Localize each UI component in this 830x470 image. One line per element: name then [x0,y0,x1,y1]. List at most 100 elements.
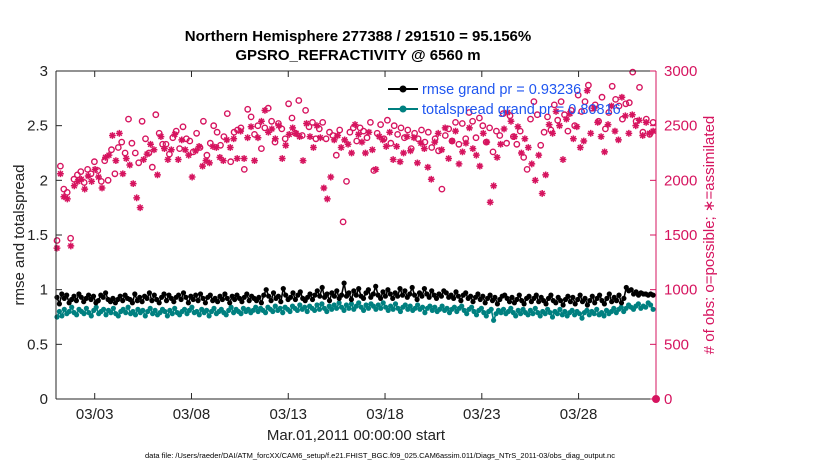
obs-possible-point [302,107,309,114]
obs-assimilated-point [431,138,439,146]
series-rmse-point [587,298,593,304]
obs-assimilated-point [178,136,186,144]
x-axis-label: Mar.01,2011 00:00:00 start [267,427,446,444]
series-totalspread-point [181,306,188,312]
obs-assimilated-point [271,135,279,143]
obs-assimilated-point [289,124,297,132]
obs-assimilated-point [212,144,220,151]
series-rmse-point [451,295,457,301]
obs-possible-point [152,111,160,119]
obs-possible-point [322,135,330,143]
series-rmse-point [387,291,393,297]
obs-assimilated-point [102,153,109,161]
series-rmse-point [222,291,228,297]
series-totalspread-point [390,306,396,312]
obs-assimilated-point [74,178,82,185]
obs-assimilated-point [63,195,71,203]
series-rmse-point [348,296,354,303]
y-left-tick-label: 0 [40,391,48,408]
series-rmse-point [614,298,620,304]
series-rmse-point [59,291,65,297]
obs-possible-point [530,98,538,106]
obs-assimilated-point [365,128,373,136]
obs-possible-point [114,144,122,151]
obs-assimilated-point [576,144,584,151]
obs-possible-point [608,82,616,90]
series-rmse-point [536,299,542,305]
obs-assimilated-point [635,116,643,124]
series-rmse-point [117,293,123,299]
obs-possible-point [394,130,401,138]
series-totalspread-point [525,312,531,318]
series-rmse-point [592,300,598,306]
obs-assimilated-point [348,149,355,157]
series-totalspread-point [601,313,607,319]
y-axis-left-label: rmse and totalspread [11,165,28,306]
series-rmse-point [378,295,384,301]
obs-assimilated-point [427,175,435,183]
obs-assimilated-point [386,128,394,136]
series-rmse-point [258,300,264,306]
series-rmse-point [263,287,269,293]
series-rmse-point [224,295,230,301]
series-rmse-point [570,294,576,300]
series-totalspread-point [537,313,543,319]
obs-possible-point [366,119,374,126]
series-rmse-point [180,290,187,296]
obs-assimilated-point [535,151,543,159]
obs-possible-point [387,139,395,147]
obs-possible-point [70,175,78,183]
series-rmse-point [572,301,578,307]
series-rmse-point [146,290,152,296]
series-rmse-point [521,301,527,307]
obs-assimilated-point [334,132,342,139]
series-rmse-point [103,290,109,296]
obs-assimilated-point [199,162,206,170]
obs-possible-point [203,151,211,159]
series-rmse-point [380,289,386,295]
obs-assimilated-point [247,123,255,131]
obs-possible-point [479,122,487,130]
series-rmse-point [577,292,583,298]
series-rmse-point [487,292,493,298]
obs-assimilated-point [407,147,414,155]
series-totalspread-point [204,307,210,313]
obs-possible-point [251,130,258,138]
obs-assimilated-point [552,108,560,115]
obs-assimilated-point [379,136,387,144]
obs-assimilated-point [462,139,470,147]
series-totalspread-point [164,313,170,319]
series-totalspread-point [397,308,403,315]
obs-assimilated-point [590,104,598,112]
series-rmse-point [412,292,418,298]
footer-data-file: data file: /Users/raeder/DAI/ATM_forcXX/… [145,451,615,460]
obs-assimilated-point [233,155,241,162]
obs-assimilated-point [275,122,283,130]
series-rmse-point [365,287,371,293]
series-totalspread-point [407,303,413,309]
obs-possible-point [489,148,497,156]
obs-assimilated-point [559,156,567,163]
obs-assimilated-point [434,129,442,137]
series-rmse-point [341,280,347,286]
obs-possible-point [247,113,255,121]
series-rmse-point [290,290,296,296]
obs-possible-point [97,177,105,185]
obs-assimilated-point [226,144,234,151]
y-right-tick-label: 3000 [664,63,697,80]
series-totalspread-point [272,303,278,309]
series-totalspread-point [132,312,139,318]
obs-possible-point [210,122,218,130]
series-rmse-point [584,302,591,308]
obs-possible-point [544,113,551,121]
obs-assimilated-point [587,129,595,137]
obs-possible-point [125,115,132,123]
obs-assimilated-point [396,158,404,166]
obs-assimilated-point [67,242,75,250]
obs-assimilated-point [514,123,522,131]
series-totalspread-point [61,306,67,312]
obs-possible-point [469,117,476,125]
series-totalspread-point [169,311,175,317]
series-rmse-point [506,299,513,305]
series-totalspread-point [459,303,465,309]
